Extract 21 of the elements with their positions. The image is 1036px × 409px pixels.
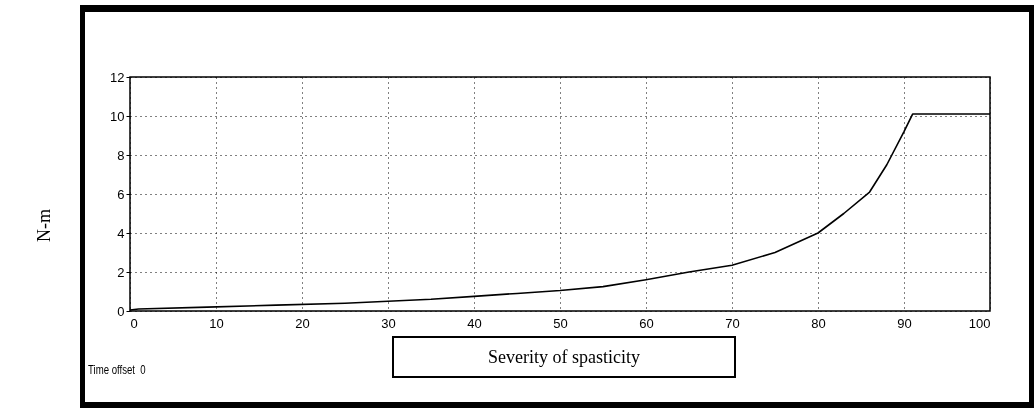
x-tick-label: 10 <box>209 315 224 331</box>
x-tick-label: 70 <box>725 315 740 331</box>
y-tick-label: 2 <box>117 264 125 280</box>
text: Time offset 0 <box>88 363 146 377</box>
y-axis-title: N-m <box>34 209 55 242</box>
x-tick-label: 30 <box>381 315 396 331</box>
y-tick-label: 10 <box>110 108 125 124</box>
x-axis-title: Severity of spasticity <box>392 336 736 378</box>
x-tick-label: 0 <box>130 315 138 331</box>
y-tick-label: 8 <box>117 147 125 163</box>
x-tick-label: 80 <box>811 315 826 331</box>
x-tick-label: 20 <box>295 315 310 331</box>
x-tick-label: 90 <box>897 315 912 331</box>
x-tick-label: 50 <box>553 315 568 331</box>
y-tick-label: 0 <box>117 303 125 319</box>
x-tick-label: 40 <box>467 315 482 331</box>
y-tick-label: 6 <box>117 186 125 202</box>
y-tick-label: 12 <box>110 69 125 85</box>
y-tick-label: 4 <box>117 225 125 241</box>
x-tick-label: 60 <box>639 315 654 331</box>
x-tick-label: 100 <box>968 315 991 331</box>
